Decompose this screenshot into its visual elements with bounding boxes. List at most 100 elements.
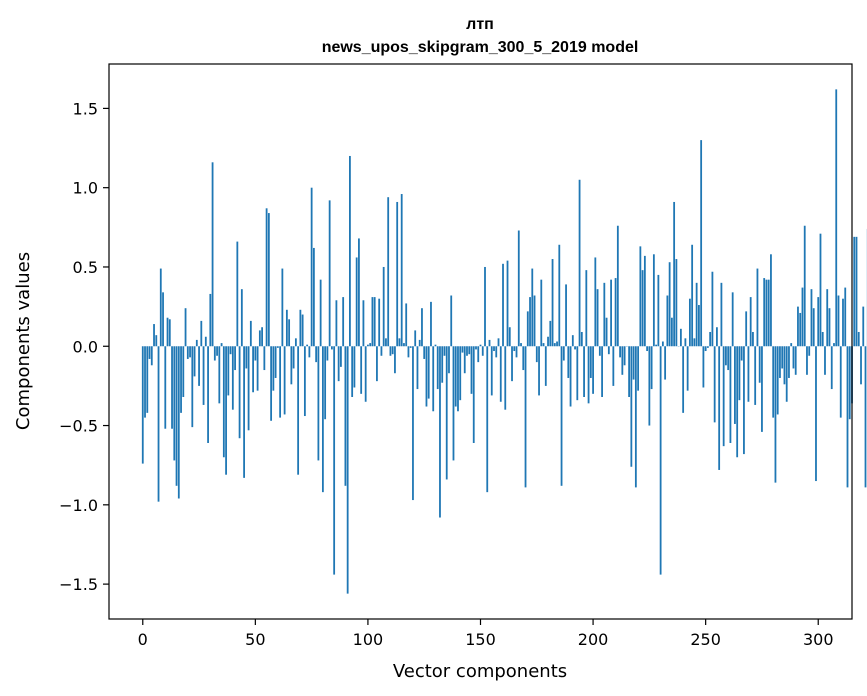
- bar: [830, 346, 833, 390]
- bar: [200, 320, 203, 347]
- bar: [432, 346, 435, 412]
- bar: [761, 346, 763, 432]
- bar: [351, 346, 354, 397]
- bar: [842, 298, 844, 347]
- bar: [826, 289, 829, 347]
- bar: [589, 346, 592, 378]
- bar: [506, 260, 509, 347]
- bar: [722, 346, 725, 447]
- bar: [490, 346, 493, 396]
- bar: [693, 338, 696, 347]
- bar: [171, 346, 173, 429]
- bar: [414, 330, 417, 347]
- bar: [522, 346, 525, 371]
- bar: [294, 338, 297, 347]
- bar: [466, 346, 468, 356]
- bar: [646, 346, 649, 352]
- bar: [657, 274, 660, 347]
- bar: [580, 331, 583, 347]
- bar: [637, 346, 640, 391]
- bar: [767, 279, 770, 347]
- bar: [725, 346, 727, 366]
- bar: [855, 236, 858, 347]
- bar: [610, 279, 612, 347]
- bar: [526, 311, 529, 347]
- bar: [243, 346, 245, 478]
- bar: [679, 328, 682, 347]
- bar: [263, 346, 266, 371]
- x-axis-label: Vector components: [393, 661, 567, 682]
- bar: [576, 346, 579, 401]
- bar: [497, 338, 500, 347]
- bar: [562, 346, 565, 361]
- bar: [779, 346, 781, 378]
- bar: [240, 289, 243, 347]
- bar: [364, 346, 367, 402]
- bar: [204, 336, 207, 347]
- bar: [511, 346, 513, 382]
- bar: [301, 314, 304, 347]
- bar: [382, 266, 385, 347]
- bar: [189, 346, 191, 358]
- bar: [713, 346, 716, 423]
- bar: [803, 225, 806, 347]
- bar: [398, 338, 401, 347]
- bar: [249, 320, 252, 347]
- bar: [648, 346, 651, 426]
- bar: [574, 346, 576, 350]
- bar: [571, 335, 574, 347]
- bar: [583, 346, 585, 397]
- bar: [810, 289, 813, 347]
- bar: [630, 346, 633, 467]
- bar: [477, 346, 480, 363]
- bar: [652, 254, 655, 347]
- bar: [596, 289, 599, 347]
- bar: [319, 279, 322, 347]
- bar: [475, 346, 477, 350]
- bar: [844, 287, 847, 347]
- bar: [396, 201, 399, 347]
- bar: [436, 346, 439, 390]
- bar: [360, 346, 363, 394]
- y-tick-label: 1.5: [73, 99, 98, 118]
- bar: [335, 300, 338, 347]
- bar: [218, 346, 221, 404]
- bar: [686, 346, 689, 391]
- bar: [747, 346, 750, 402]
- bar: [155, 335, 158, 347]
- bar: [817, 297, 820, 347]
- bar: [848, 346, 851, 420]
- bar: [700, 140, 703, 347]
- x-tick-label: 150: [465, 630, 496, 649]
- bar: [303, 346, 306, 417]
- bar: [285, 309, 288, 347]
- bar: [207, 346, 209, 443]
- bar: [292, 346, 295, 369]
- bar: [405, 303, 408, 347]
- bar: [634, 346, 637, 488]
- bar: [718, 346, 721, 470]
- bar: [711, 271, 714, 347]
- bar: [333, 346, 336, 575]
- bar: [502, 263, 504, 347]
- bar: [493, 346, 495, 352]
- bar: [619, 346, 621, 358]
- bar: [790, 343, 793, 347]
- bar: [385, 338, 387, 347]
- bar: [839, 346, 842, 418]
- bar: [846, 346, 849, 488]
- bar: [299, 309, 302, 347]
- bar: [772, 346, 775, 418]
- bar: [612, 346, 615, 386]
- bar: [310, 187, 313, 347]
- bar: [547, 336, 549, 347]
- bar: [288, 319, 291, 347]
- bar: [524, 346, 527, 488]
- bar: [808, 346, 811, 356]
- bar: [824, 346, 826, 375]
- bar: [704, 346, 707, 352]
- bar: [328, 200, 331, 347]
- x-tick-label: 200: [578, 630, 609, 649]
- bars-group: [141, 89, 867, 594]
